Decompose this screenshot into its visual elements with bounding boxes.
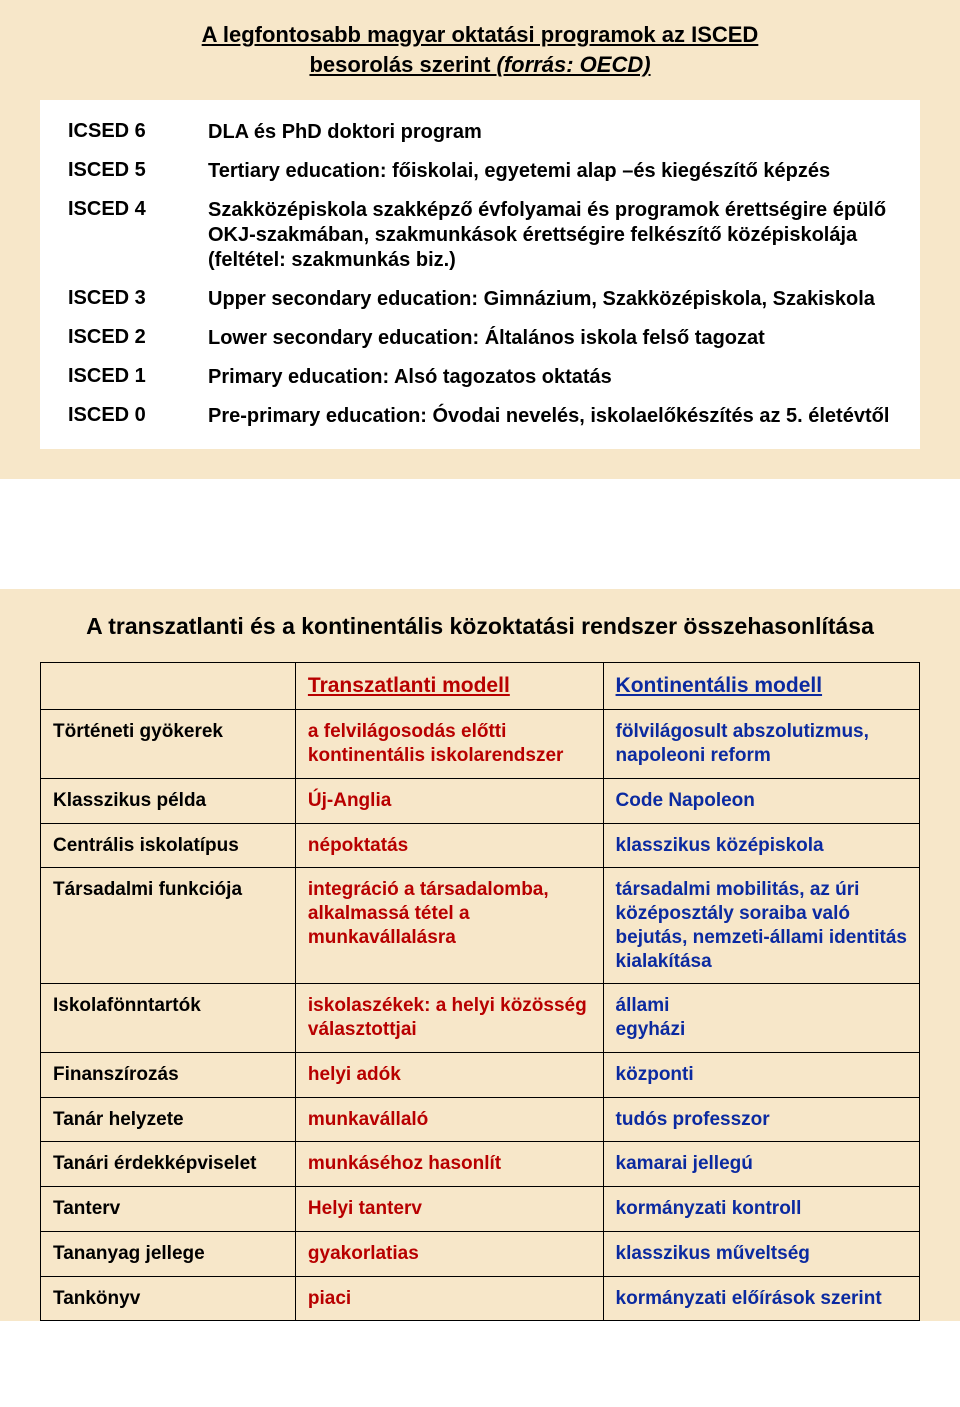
row-label: Centrális iskolatípus xyxy=(41,823,296,868)
isced-title-line2-a: besorolás szerint xyxy=(309,52,496,77)
row-trans: Új-Anglia xyxy=(295,778,603,823)
row-trans: iskolaszékek: a helyi közösség választot… xyxy=(295,984,603,1053)
row-kont: klasszikus műveltség xyxy=(603,1231,919,1276)
isced-level: ISCED 4 xyxy=(68,198,208,221)
row-kont: társadalmi mobilitás, az úri középosztál… xyxy=(603,868,919,984)
row-kont: kormányzati kontroll xyxy=(603,1187,919,1232)
comparison-title: A transzatlanti és a kontinentális közok… xyxy=(40,611,920,640)
row-label: Tankönyv xyxy=(41,1276,296,1321)
header-kont: Kontinentális modell xyxy=(603,663,919,710)
row-trans: népoktatás xyxy=(295,823,603,868)
panel-spacer xyxy=(0,479,960,589)
isced-desc: Pre-primary education: Óvodai nevelés, i… xyxy=(208,404,892,429)
isced-title-line1: A legfontosabb magyar oktatási programok… xyxy=(40,22,920,48)
row-label: Tanár helyzete xyxy=(41,1097,296,1142)
row-trans: helyi adók xyxy=(295,1052,603,1097)
row-kont: állami egyházi xyxy=(603,984,919,1053)
isced-desc: Lower secondary education: Általános isk… xyxy=(208,326,892,351)
table-row: Tankönyv piaci kormányzati előírások sze… xyxy=(41,1276,920,1321)
row-kont: kormányzati előírások szerint xyxy=(603,1276,919,1321)
row-trans: gyakorlatias xyxy=(295,1231,603,1276)
isced-desc: Upper secondary education: Gimnázium, Sz… xyxy=(208,287,892,312)
isced-desc: Tertiary education: főiskolai, egyetemi … xyxy=(208,159,892,184)
table-row: Iskolafönntartók iskolaszékek: a helyi k… xyxy=(41,984,920,1053)
header-trans: Transzatlanti modell xyxy=(295,663,603,710)
row-trans: munkáséhoz hasonlít xyxy=(295,1142,603,1187)
isced-panel: A legfontosabb magyar oktatási programok… xyxy=(0,0,960,479)
isced-row: ISCED 2 Lower secondary education: Által… xyxy=(68,326,892,351)
isced-level: ICSED 6 xyxy=(68,120,208,143)
table-row: Finanszírozás helyi adók központi xyxy=(41,1052,920,1097)
row-label: Társadalmi funkciója xyxy=(41,868,296,984)
row-label: Finanszírozás xyxy=(41,1052,296,1097)
row-kont: tudós professzor xyxy=(603,1097,919,1142)
isced-row: ISCED 1 Primary education: Alsó tagozato… xyxy=(68,365,892,390)
table-row: Tanár helyzete munkavállaló tudós profes… xyxy=(41,1097,920,1142)
isced-row: ICSED 6 DLA és PhD doktori program xyxy=(68,120,892,145)
table-row: Tananyag jellege gyakorlatias klasszikus… xyxy=(41,1231,920,1276)
isced-row: ISCED 0 Pre-primary education: Óvodai ne… xyxy=(68,404,892,429)
header-trans-label: Transzatlanti modell xyxy=(308,674,510,697)
table-row: Történeti gyökerek a felvilágosodás előt… xyxy=(41,710,920,779)
isced-desc: DLA és PhD doktori program xyxy=(208,120,892,145)
row-kont: klasszikus középiskola xyxy=(603,823,919,868)
row-trans: Helyi tanterv xyxy=(295,1187,603,1232)
header-empty xyxy=(41,663,296,710)
row-trans: integráció a társadalomba, alkalmassá té… xyxy=(295,868,603,984)
row-trans: piaci xyxy=(295,1276,603,1321)
row-label: Iskolafönntartók xyxy=(41,984,296,1053)
isced-level: ISCED 5 xyxy=(68,159,208,182)
row-trans: munkavállaló xyxy=(295,1097,603,1142)
row-label: Klasszikus példa xyxy=(41,778,296,823)
row-label: Történeti gyökerek xyxy=(41,710,296,779)
isced-level: ISCED 3 xyxy=(68,287,208,310)
row-label: Tanári érdekképviselet xyxy=(41,1142,296,1187)
row-label: Tanterv xyxy=(41,1187,296,1232)
isced-row: ISCED 4 Szakközépiskola szakképző évfoly… xyxy=(68,198,892,273)
header-kont-label: Kontinentális modell xyxy=(616,674,823,697)
table-row: Klasszikus példa Új-Anglia Code Napoleon xyxy=(41,778,920,823)
isced-level: ISCED 1 xyxy=(68,365,208,388)
isced-level: ISCED 0 xyxy=(68,404,208,427)
row-kont: központi xyxy=(603,1052,919,1097)
row-label: Tananyag jellege xyxy=(41,1231,296,1276)
row-kont: fölvilágosult abszolutizmus, napoleoni r… xyxy=(603,710,919,779)
page: A legfontosabb magyar oktatási programok… xyxy=(0,0,960,1321)
row-trans: a felvilágosodás előtti kontinentális is… xyxy=(295,710,603,779)
table-header-row: Transzatlanti modell Kontinentális model… xyxy=(41,663,920,710)
isced-body: ICSED 6 DLA és PhD doktori program ISCED… xyxy=(40,100,920,449)
isced-row: ISCED 5 Tertiary education: főiskolai, e… xyxy=(68,159,892,184)
comparison-panel: A transzatlanti és a kontinentális közok… xyxy=(0,589,960,1321)
isced-level: ISCED 2 xyxy=(68,326,208,349)
table-row: Tanári érdekképviselet munkáséhoz hasonl… xyxy=(41,1142,920,1187)
table-row: Centrális iskolatípus népoktatás klasszi… xyxy=(41,823,920,868)
row-kont: kamarai jellegú xyxy=(603,1142,919,1187)
comparison-table: Transzatlanti modell Kontinentális model… xyxy=(40,662,920,1321)
isced-desc: Primary education: Alsó tagozatos oktatá… xyxy=(208,365,892,390)
isced-desc: Szakközépiskola szakképző évfolyamai és … xyxy=(208,198,892,273)
table-row: Tanterv Helyi tanterv kormányzati kontro… xyxy=(41,1187,920,1232)
isced-row: ISCED 3 Upper secondary education: Gimná… xyxy=(68,287,892,312)
table-row: Társadalmi funkciója integráció a társad… xyxy=(41,868,920,984)
isced-title-source: (forrás: OECD) xyxy=(497,52,651,77)
row-kont: Code Napoleon xyxy=(603,778,919,823)
isced-title-line2: besorolás szerint (forrás: OECD) xyxy=(40,52,920,78)
